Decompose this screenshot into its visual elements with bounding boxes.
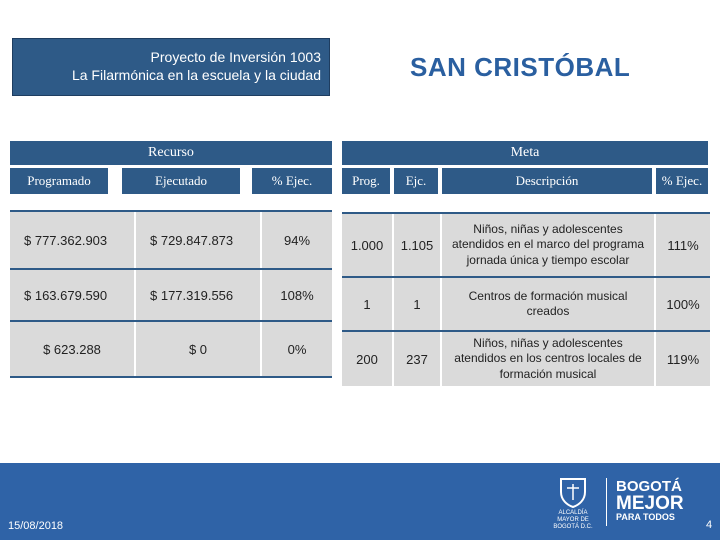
- meta-cell-pct: 100%: [656, 278, 710, 330]
- recurso-cell-pct: 94%: [262, 212, 332, 268]
- recurso-cell-ejecutado: $ 0: [136, 322, 260, 376]
- meta-row-divider: [342, 276, 710, 278]
- footer-divider: [606, 478, 607, 526]
- project-box: Proyecto de Inversión 1003 La Filarmónic…: [12, 38, 330, 96]
- col-meta-pct: % Ejec.: [656, 168, 708, 194]
- meta-cell-prog: 1: [342, 278, 392, 330]
- col-ejc: Ejc.: [394, 168, 438, 194]
- meta-cell-descripcion: Niños, niñas y adolescentes atendidos en…: [442, 214, 654, 276]
- seal-caption: ALCALDÍA MAYOR DE BOGOTÁ D.C.: [553, 510, 593, 530]
- meta-cell-prog: 1.000: [342, 214, 392, 276]
- recurso-cell-programado: $ 163.679.590: [10, 270, 134, 320]
- page-title: SAN CRISTÓBAL: [410, 52, 631, 82]
- recurso-cell-ejecutado: $ 177.319.556: [136, 270, 260, 320]
- recurso-cell-ejecutado: $ 729.847.873: [136, 212, 260, 268]
- project-subtitle: La Filarmónica en la escuela y la ciudad: [71, 67, 321, 83]
- recurso-row-divider: [10, 268, 332, 270]
- page-number: 4: [706, 519, 713, 531]
- col-prog: Prog.: [342, 168, 390, 194]
- meta-cell-prog: 200: [342, 332, 392, 386]
- meta-cell-pct: 111%: [656, 214, 710, 276]
- footer-bar: [0, 463, 720, 540]
- recurso-cell-programado: $ 777.362.903: [10, 212, 134, 268]
- meta-cell-ejc: 1: [394, 278, 440, 330]
- recurso-cell-pct: 0%: [262, 322, 332, 376]
- meta-cell-descripcion: Centros de formación musical creados: [442, 278, 654, 330]
- logo-line-2: MEJOR: [616, 493, 684, 514]
- project-name: Proyecto de Inversión 1003: [150, 49, 321, 65]
- meta-header: Meta: [342, 141, 708, 165]
- col-pct-ejec: % Ejec.: [252, 168, 332, 194]
- meta-cell-pct: 119%: [656, 332, 710, 386]
- alcaldia-seal: ALCALDÍA MAYOR DE BOGOTÁ D.C.: [548, 476, 598, 530]
- recurso-row-divider: [10, 210, 332, 212]
- recurso-row-divider: [10, 376, 332, 378]
- recurso-header: Recurso: [10, 141, 332, 165]
- recurso-cell-programado: $ 623.288: [10, 322, 134, 376]
- recurso-cell-pct: 108%: [262, 270, 332, 320]
- col-programado: Programado: [10, 168, 108, 194]
- bogota-logo: BOGOTÁ MEJOR PARA TODOS: [616, 478, 684, 523]
- meta-cell-ejc: 237: [394, 332, 440, 386]
- meta-row-divider: [342, 212, 710, 214]
- footer-date: 15/08/2018: [8, 520, 64, 532]
- logo-line-3: PARA TODOS: [616, 512, 675, 522]
- meta-cell-ejc: 1.105: [394, 214, 440, 276]
- recurso-row-divider: [10, 320, 332, 322]
- col-descripcion: Descripción: [442, 168, 652, 194]
- coat-of-arms-icon: [560, 478, 586, 508]
- meta-cell-descripcion: Niños, niñas y adolescentes atendidos en…: [442, 332, 654, 386]
- meta-row-divider: [342, 330, 710, 332]
- col-ejecutado: Ejecutado: [122, 168, 240, 194]
- logo-line-1: BOGOTÁ: [616, 478, 682, 495]
